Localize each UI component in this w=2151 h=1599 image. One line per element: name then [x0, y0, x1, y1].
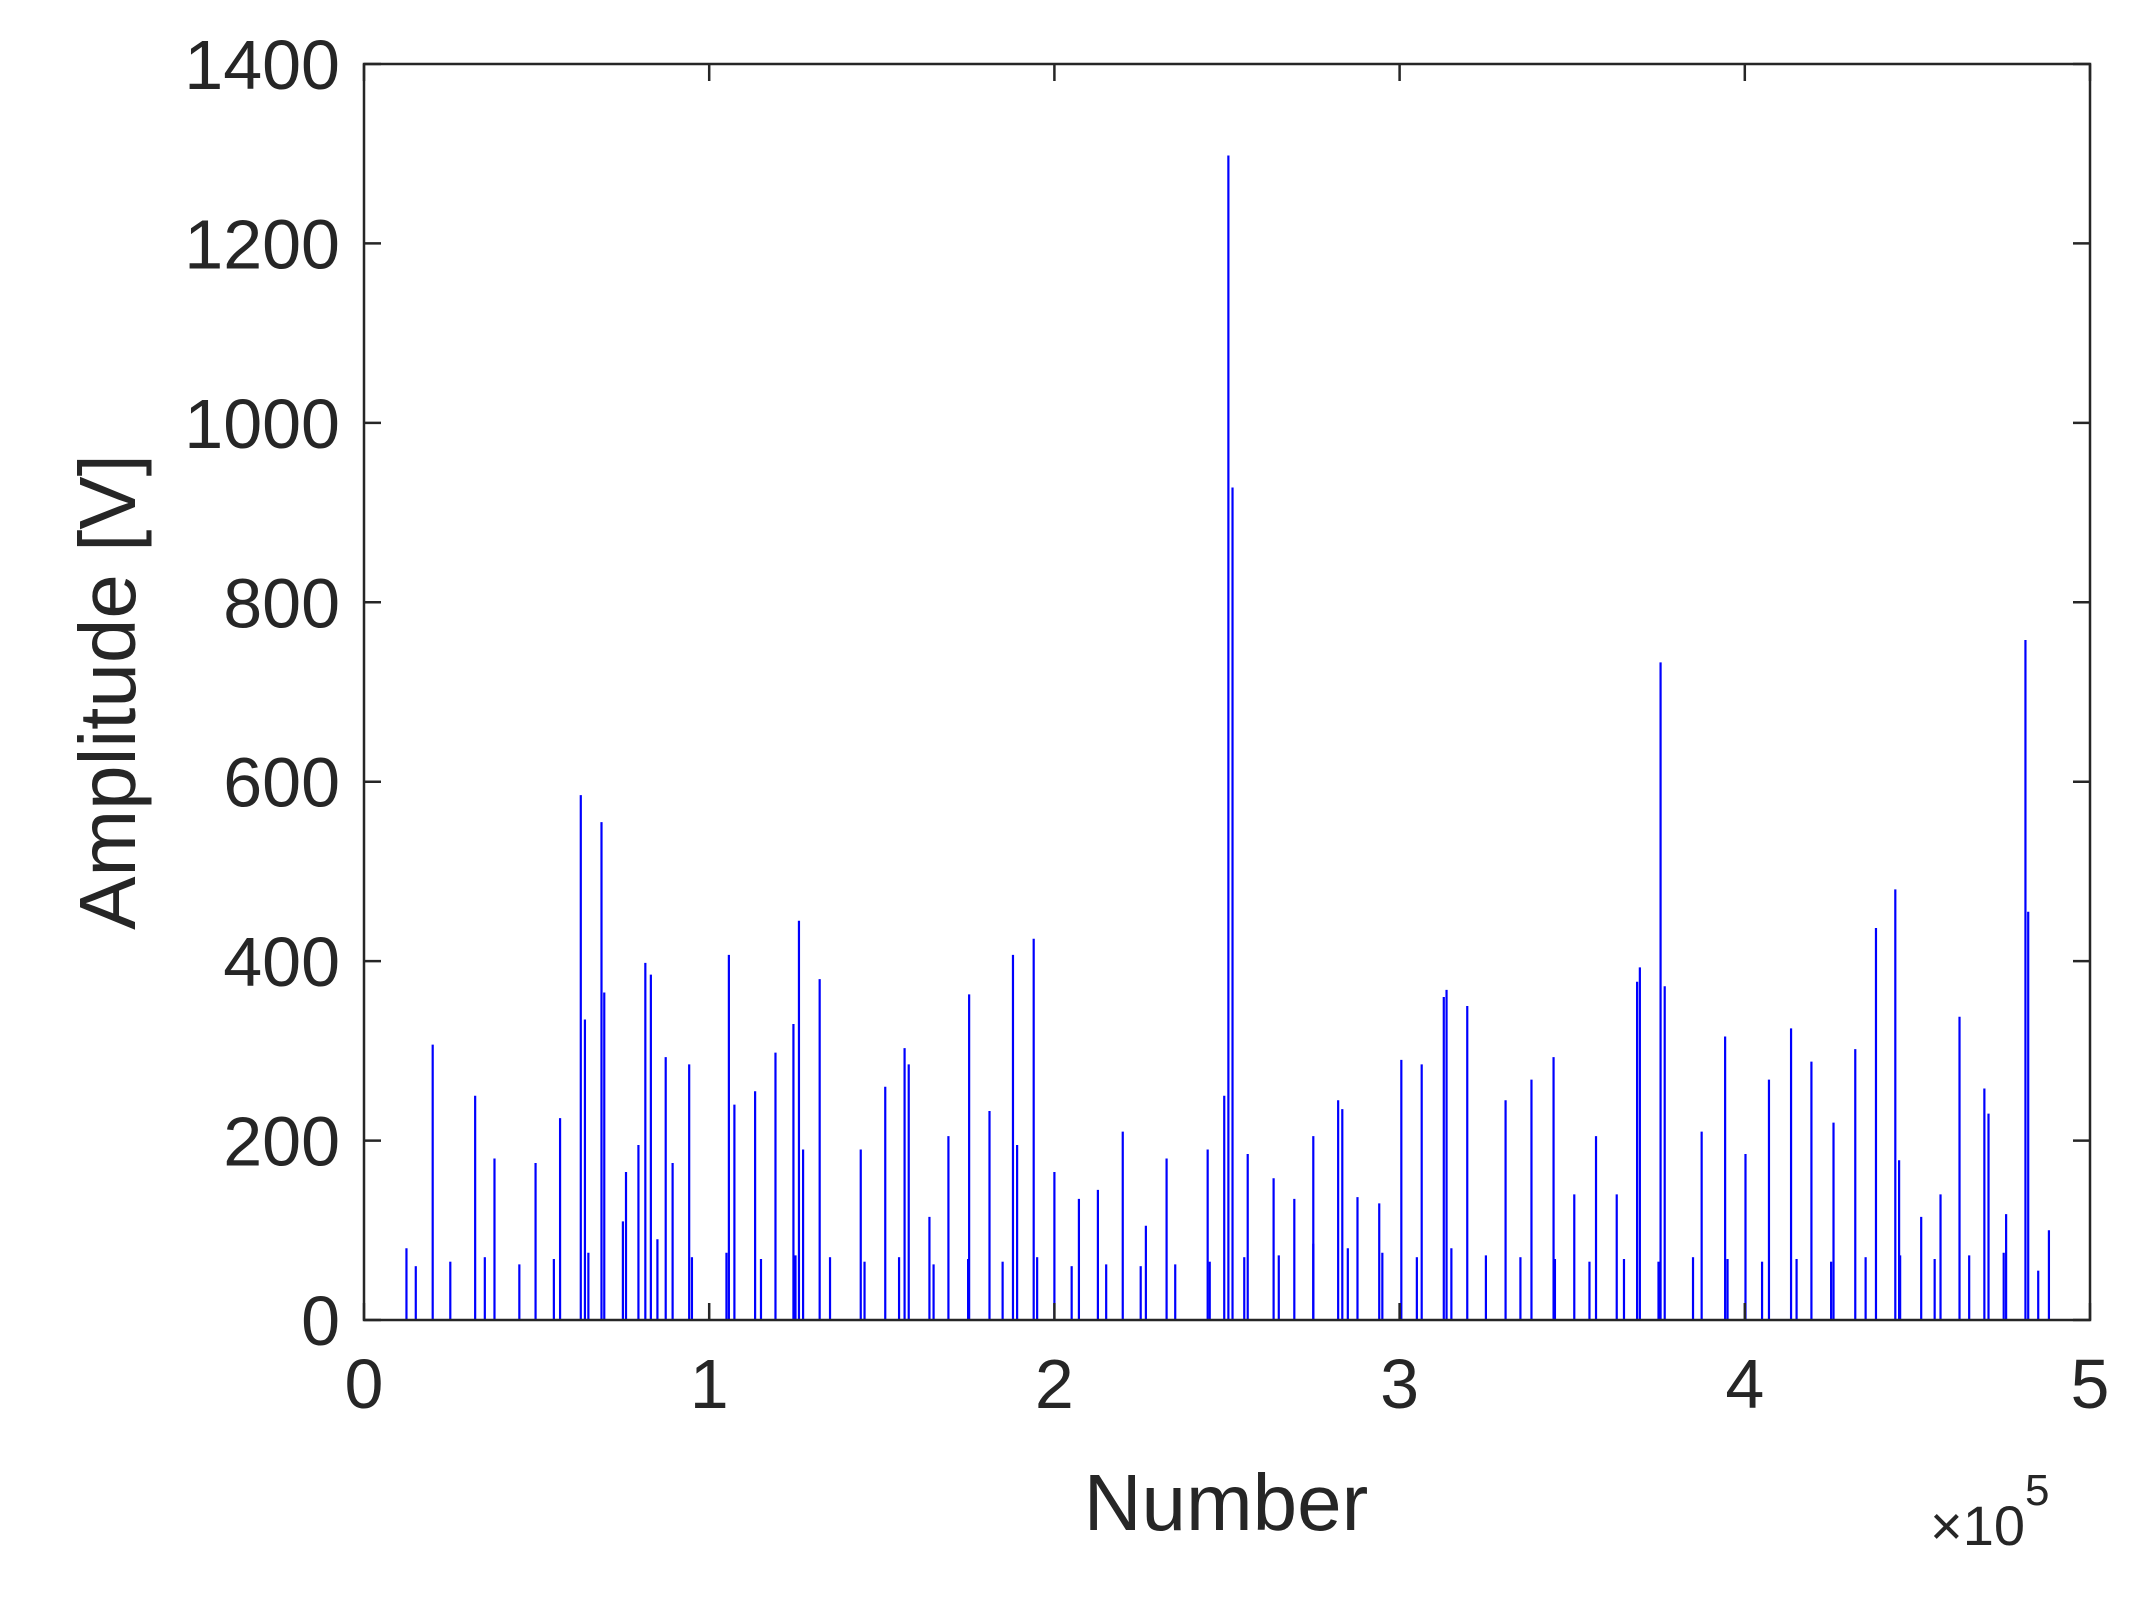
x-multiplier: ×10	[1930, 1494, 2025, 1557]
plot-frame	[362, 62, 2092, 1322]
x-tick-label: 1	[690, 1345, 729, 1423]
x-tick-label: 5	[2071, 1345, 2110, 1423]
y-tick-label: 200	[223, 1103, 340, 1181]
x-tick-label: 4	[1725, 1345, 1764, 1423]
y-tick-label: 800	[223, 564, 340, 642]
y-tick-label: 1400	[184, 26, 340, 104]
y-tick-label: 1000	[184, 385, 340, 463]
y-tick-label: 600	[223, 744, 340, 822]
y-tick-label: 0	[301, 1282, 340, 1360]
y-tick-label: 1200	[184, 205, 340, 283]
x-multiplier-exponent: 5	[2025, 1466, 2049, 1515]
y-axis-label: Amplitude [V]	[63, 454, 152, 930]
x-tick-label: 0	[345, 1345, 384, 1423]
y-tick-label: 400	[223, 923, 340, 1001]
x-axis-label: Number	[1084, 1458, 1369, 1547]
x-tick-label: 2	[1035, 1345, 1074, 1423]
x-tick-label: 3	[1380, 1345, 1419, 1423]
